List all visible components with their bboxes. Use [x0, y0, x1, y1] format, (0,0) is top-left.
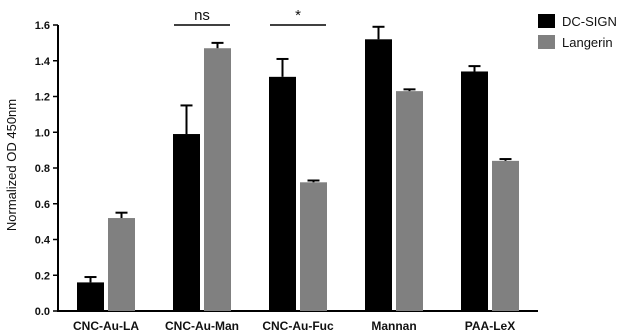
x-tick-label: CNC-Au-LA: [73, 319, 139, 333]
significance-label: ns: [194, 7, 210, 24]
bar-langerin: [108, 218, 135, 311]
error-bars: [84, 25, 512, 283]
y-tick-label: 1.0: [35, 127, 50, 139]
legend-label: Langerin: [562, 35, 613, 50]
bar-dc-sign: [269, 76, 296, 312]
y-tick-label: 1.4: [35, 56, 51, 68]
significance-annotations: ns *: [174, 7, 326, 26]
bar-dc-sign: [77, 282, 104, 311]
y-tick-label: 0.0: [35, 306, 50, 318]
x-tick-labels: CNC-Au-LA CNC-Au-Man CNC-Au-Fuc Mannan PAA-L…: [73, 319, 515, 333]
bar-dc-sign: [461, 71, 488, 311]
legend: DC-SIGN Langerin: [538, 14, 617, 50]
y-tick-label: 0.2: [35, 270, 50, 282]
bar-langerin: [492, 160, 519, 311]
x-tick-label: CNC-Au-Man: [165, 319, 239, 333]
bars: [77, 39, 519, 312]
bar-langerin: [300, 182, 327, 311]
bar-dc-sign: [365, 39, 392, 312]
x-tick-label: Mannan: [371, 319, 416, 333]
y-ticks: 0.0 0.2 0.4 0.6 0.8 1.0 1.2 1.4 1.6: [35, 20, 58, 318]
bar-dc-sign: [173, 134, 200, 311]
legend-swatch-dc-sign: [538, 14, 555, 28]
significance-label: *: [295, 7, 301, 24]
bar-langerin: [396, 91, 423, 311]
y-axis-title: Normalized OD 450nm: [4, 99, 19, 231]
y-tick-label: 0.6: [35, 199, 50, 211]
y-tick-label: 1.2: [35, 92, 50, 104]
y-tick-label: 1.6: [35, 20, 50, 32]
y-tick-label: 0.8: [35, 163, 50, 175]
x-tick-label: CNC-Au-Fuc: [262, 319, 334, 333]
x-tick-label: PAA-LeX: [465, 319, 515, 333]
y-tick-label: 0.4: [35, 235, 51, 247]
legend-label: DC-SIGN: [562, 14, 617, 29]
legend-swatch-langerin: [538, 35, 555, 49]
bar-langerin: [204, 48, 231, 312]
